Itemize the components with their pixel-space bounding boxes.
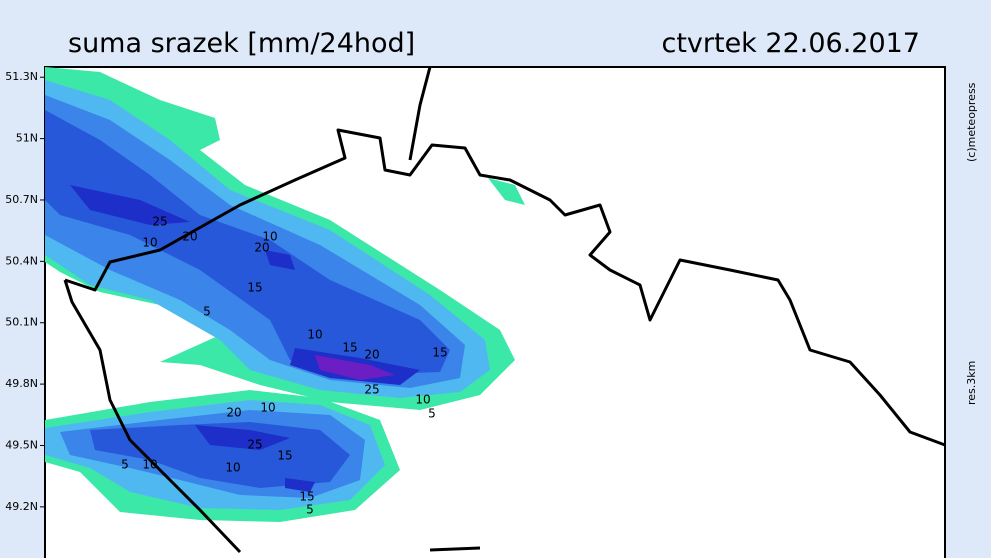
contour-label: 15 bbox=[432, 346, 447, 360]
contour-label: 5 bbox=[306, 503, 314, 517]
contour-label: 25 bbox=[247, 438, 262, 452]
contour-label: 20 bbox=[226, 406, 241, 420]
contour-label: 10 bbox=[142, 236, 157, 250]
contour-label: 20 bbox=[254, 241, 269, 255]
contour-label: 15 bbox=[342, 341, 357, 355]
contour-label: 5 bbox=[203, 305, 211, 319]
contour-label: 25 bbox=[152, 215, 167, 229]
contour-label: 10 bbox=[142, 458, 157, 472]
contour-label: 25 bbox=[364, 383, 379, 397]
date: ctvrtek 22.06.2017 bbox=[661, 28, 920, 59]
title: suma srazek [mm/24hod] bbox=[68, 28, 415, 59]
y-tick-label: 51N bbox=[16, 132, 38, 145]
contour-label: 10 bbox=[415, 393, 430, 407]
contour-label: 10 bbox=[260, 401, 275, 415]
y-tick-label: 49.8N bbox=[5, 377, 38, 390]
y-tick-label: 50.7N bbox=[5, 193, 38, 206]
y-tick-label: 50.1N bbox=[5, 316, 38, 329]
y-tick-label: 51.3N bbox=[5, 70, 38, 83]
contour-label: 10 bbox=[225, 461, 240, 475]
resolution: res.3km bbox=[965, 361, 978, 405]
contour-label: 15 bbox=[277, 449, 292, 463]
contour-label: 10 bbox=[307, 328, 322, 342]
contour-label: 20 bbox=[364, 348, 379, 362]
precipitation bbox=[45, 67, 525, 522]
y-tick-label: 49.2N bbox=[5, 500, 38, 513]
contour-label: 20 bbox=[182, 230, 197, 244]
y-tick-label: 50.4N bbox=[5, 254, 38, 267]
y-tick-label: 49.5N bbox=[5, 438, 38, 451]
contour-label: 5 bbox=[428, 407, 436, 421]
contour-label: 10 bbox=[262, 230, 277, 244]
contour-label: 15 bbox=[299, 490, 314, 504]
borders bbox=[63, 66, 946, 554]
contour-label: 5 bbox=[121, 458, 129, 472]
contour-label: 15 bbox=[247, 281, 262, 295]
copyright: (c)meteopress bbox=[965, 82, 978, 162]
